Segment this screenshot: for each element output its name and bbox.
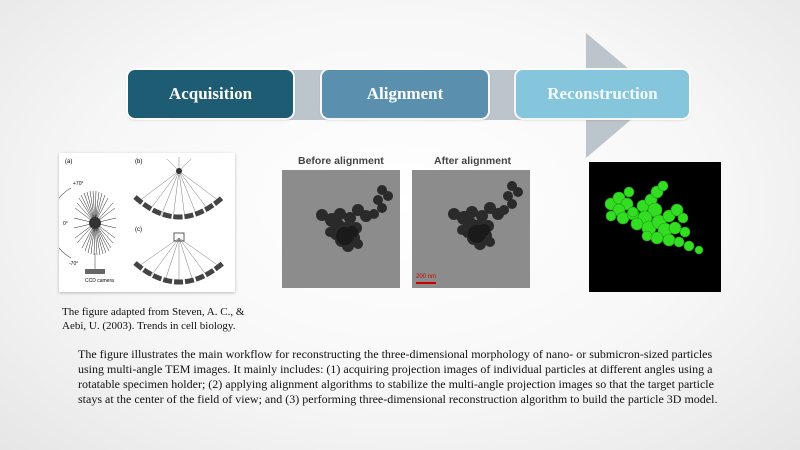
stage-acquisition: Acquisition	[128, 70, 293, 118]
panel-a-label: (a)	[65, 159, 72, 165]
ccd-camera-icon	[85, 269, 105, 274]
particle-3d-model	[604, 180, 704, 255]
angle-neg-label: -70°	[69, 261, 78, 267]
stage-reconstruction: Reconstruction	[516, 70, 689, 118]
projection-fan-b	[138, 157, 220, 220]
panel-c-label: (c)	[135, 227, 142, 233]
stage-reconstruction-label: Reconstruction	[547, 84, 658, 103]
panel-b-label: (b)	[135, 159, 142, 165]
ccd-camera-label: CCD camera	[85, 278, 114, 284]
before-alignment-title: Before alignment	[298, 155, 384, 167]
tomography-schematic-figure: (a) (b) (c) +70° 0° -70° CCD camera	[50, 153, 235, 292]
projection-fan-c	[138, 237, 220, 283]
figure-caption: The figure adapted from Steven, A. C., &…	[62, 306, 245, 332]
stage-alignment-label: Alignment	[366, 84, 444, 103]
angle-zero-label: 0°	[63, 221, 68, 227]
tem-image-after-alignment: 200 nm	[412, 170, 530, 288]
workflow-description: The figure illustrates the main workflow…	[78, 347, 718, 406]
reconstruction-3d-model	[589, 162, 721, 292]
stage-acquisition-label: Acquisition	[168, 84, 253, 103]
scale-bar-label: 200 nm	[416, 274, 436, 280]
specimen-dot	[89, 217, 101, 229]
stage-alignment: Alignment	[322, 70, 488, 118]
angle-pos-label: +70°	[73, 181, 83, 187]
tem-image-before-alignment	[282, 170, 400, 288]
after-alignment-title: After alignment	[434, 155, 512, 167]
